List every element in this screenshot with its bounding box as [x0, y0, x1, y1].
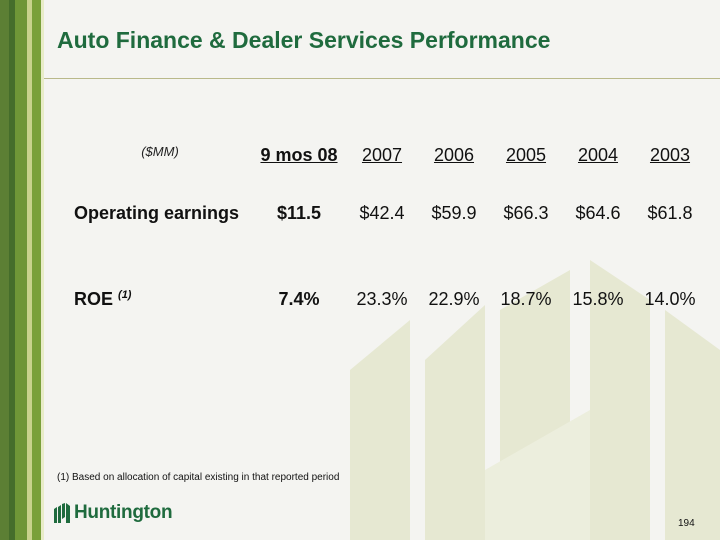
- table-cell: 14.0%: [644, 289, 696, 309]
- table-cell: $11.5: [276, 203, 322, 223]
- logo-wordmark: Huntington: [74, 502, 173, 523]
- row-label-roe: ROE (1): [74, 289, 131, 310]
- column-header: 2006: [433, 145, 475, 165]
- table-cell: $61.8: [647, 203, 693, 223]
- unit-label: ($MM): [141, 144, 179, 159]
- footnote-marker: (1): [118, 289, 132, 301]
- logo-mark-icon: [54, 503, 70, 523]
- table-cell: $64.6: [575, 203, 621, 223]
- column-header: 2007: [361, 145, 403, 165]
- table-cell: $66.3: [503, 203, 549, 223]
- left-stripe-decoration: [0, 0, 44, 540]
- column-header: 2003: [649, 145, 691, 165]
- table-cell: 7.4%: [278, 289, 320, 309]
- table-cell: 15.8%: [572, 289, 624, 309]
- huntington-logo: Huntington: [54, 502, 173, 524]
- row-label-operating-earnings: Operating earnings: [74, 203, 240, 223]
- table-cell: $59.9: [431, 203, 477, 223]
- slide-title: Auto Finance & Dealer Services Performan…: [57, 27, 551, 53]
- column-header: 2004: [577, 145, 619, 165]
- table-cell: 23.3%: [356, 289, 408, 309]
- table-cell: $42.4: [359, 203, 405, 223]
- title-divider: [44, 78, 720, 79]
- huntington-watermark-graphic: [350, 260, 720, 540]
- table-cell: 22.9%: [428, 289, 480, 309]
- column-header: 9 mos 08: [260, 145, 338, 165]
- column-header: 2005: [505, 145, 547, 165]
- footnote: (1) Based on allocation of capital exist…: [57, 472, 340, 483]
- page-number: 194: [678, 518, 695, 529]
- row-label-text: ROE: [74, 289, 114, 309]
- table-cell: 18.7%: [500, 289, 552, 309]
